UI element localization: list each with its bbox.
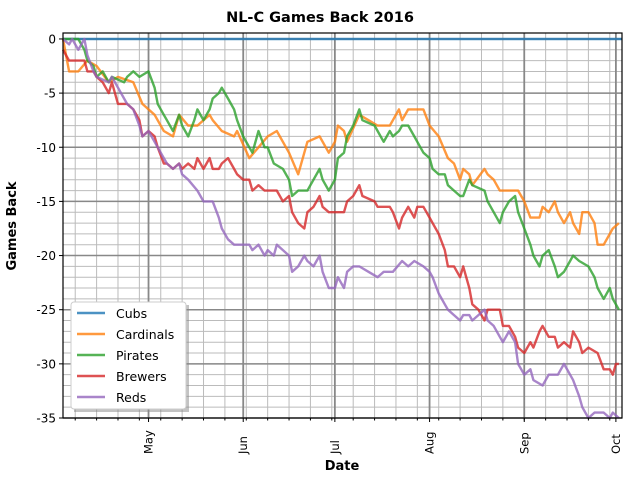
legend-label-pirates: Pirates — [116, 348, 159, 363]
series-line-pirates — [63, 37, 620, 311]
series-line-cardinals — [61, 38, 620, 246]
legend-label-reds: Reds — [116, 390, 146, 405]
y-axis-label: Games Back — [5, 181, 20, 270]
y-tick-label: -15 — [36, 195, 56, 209]
x-tick-label: Sep — [517, 432, 531, 454]
y-tick-label: -5 — [44, 87, 56, 101]
y-tick-label: 0 — [48, 32, 56, 46]
legend-box — [70, 301, 187, 410]
x-tick-label: Jun — [236, 436, 250, 455]
x-tick-label: Oct — [609, 434, 623, 454]
x-axis: May Jun Jul Aug Sep Oct — [74, 418, 623, 455]
y-tick-label: -30 — [36, 357, 56, 371]
y-axis: 0 -5 -10 -15 -20 -25 -30 -35 — [36, 32, 63, 426]
x-tick-label: Aug — [423, 432, 437, 454]
y-tick-label: -20 — [36, 249, 56, 263]
x-axis-label: Date — [325, 459, 360, 474]
y-tick-label: -10 — [36, 141, 56, 155]
series-lines — [61, 37, 622, 420]
x-tick-label: Jul — [328, 440, 342, 455]
y-tick-label: -25 — [36, 303, 56, 317]
x-tick-label: May — [142, 430, 156, 454]
legend-label-cardinals: Cardinals — [116, 327, 174, 342]
legend-label-brewers: Brewers — [116, 369, 167, 384]
series-line-reds — [62, 37, 620, 420]
y-tick-label: -35 — [36, 412, 56, 426]
plot-frame — [62, 32, 623, 419]
legend-label-cubs: Cubs — [116, 306, 147, 321]
legend: Cubs Cardinals Pirates Brewers Reds — [70, 301, 189, 412]
chart-title: NL-C Games Back 2016 — [226, 10, 414, 26]
